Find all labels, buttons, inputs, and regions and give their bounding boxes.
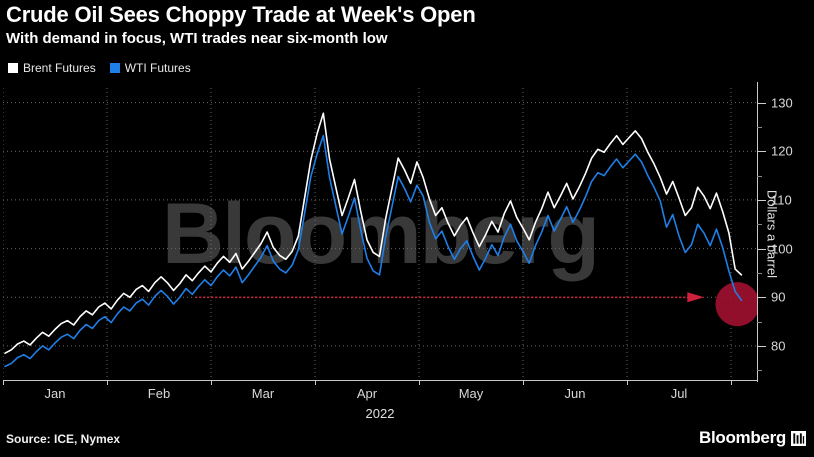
x-tick-mark [523, 380, 524, 385]
plot-area: Bloomberg [3, 88, 757, 380]
x-axis-year-label: 2022 [365, 406, 395, 421]
y-tick-label: 120 [771, 143, 793, 159]
y-tick-mark [757, 102, 766, 104]
legend-label-brent: Brent Futures [23, 61, 96, 75]
series-line [4, 112, 743, 355]
x-tick-label: Apr [356, 386, 378, 401]
x-axis: Jan Feb Mar Apr May Jun Jul 2022 [3, 380, 757, 421]
y-tick-mark [757, 248, 766, 250]
brand-name: Bloomberg [698, 428, 786, 447]
y-minor-tick [757, 370, 762, 372]
y-minor-tick [757, 272, 762, 274]
y-axis-spine [757, 82, 758, 382]
page-subtitle: With demand in focus, WTI trades near si… [6, 30, 388, 47]
x-tick-mark [107, 380, 108, 385]
x-tick-label: Jul [670, 386, 688, 401]
legend-item-wti[interactable]: WTI Futures [109, 61, 191, 75]
x-tick-label: Feb [147, 386, 171, 401]
y-tick-mark [757, 345, 766, 347]
legend-label-wti: WTI Futures [124, 61, 191, 75]
y-minor-tick [757, 175, 762, 177]
page-title: Crude Oil Sees Choppy Trade at Week's Op… [6, 2, 476, 27]
x-tick-mark [315, 380, 316, 385]
y-tick-mark [757, 199, 766, 201]
y-tick-mark [757, 151, 766, 153]
y-minor-tick [757, 224, 762, 226]
x-tick-label: Jan [44, 386, 66, 401]
y-tick-label: 110 [771, 192, 792, 208]
y-minor-tick [757, 321, 762, 323]
bloomberg-logo-icon [791, 430, 806, 446]
x-tick-mark [419, 380, 420, 385]
series-line [4, 134, 743, 368]
chart-legend: Brent Futures WTI Futures [8, 61, 191, 75]
price-line-chart [3, 88, 757, 380]
x-tick-mark [731, 380, 732, 385]
y-axis-title: Dollars a barrel [764, 189, 780, 279]
x-tick-mark [3, 380, 4, 385]
y-tick-mark [757, 297, 766, 299]
y-tick-label: 130 [771, 95, 793, 111]
guide-arrow-head [687, 292, 704, 303]
y-tick-label: 100 [771, 241, 793, 257]
y-tick-label: 80 [771, 338, 786, 354]
x-axis-spine [3, 380, 757, 381]
y-axis: 80 90 100 110 120 130 Dollars a barrel [757, 82, 814, 382]
highlight-circle [715, 282, 757, 327]
y-tick-label: 90 [771, 289, 786, 305]
x-tick-label: Mar [251, 386, 275, 401]
x-tick-label: May [458, 386, 484, 401]
y-minor-tick [757, 126, 762, 128]
x-tick-mark [627, 380, 628, 385]
x-tick-mark [211, 380, 212, 385]
legend-swatch-wti-icon [109, 63, 120, 73]
x-tick-label: Jun [564, 386, 586, 401]
legend-item-brent[interactable]: Brent Futures [8, 61, 96, 75]
source-note: Source: ICE, Nymex [6, 432, 121, 446]
bloomberg-branding: Bloomberg [699, 428, 806, 448]
legend-swatch-brent-icon [8, 63, 18, 73]
